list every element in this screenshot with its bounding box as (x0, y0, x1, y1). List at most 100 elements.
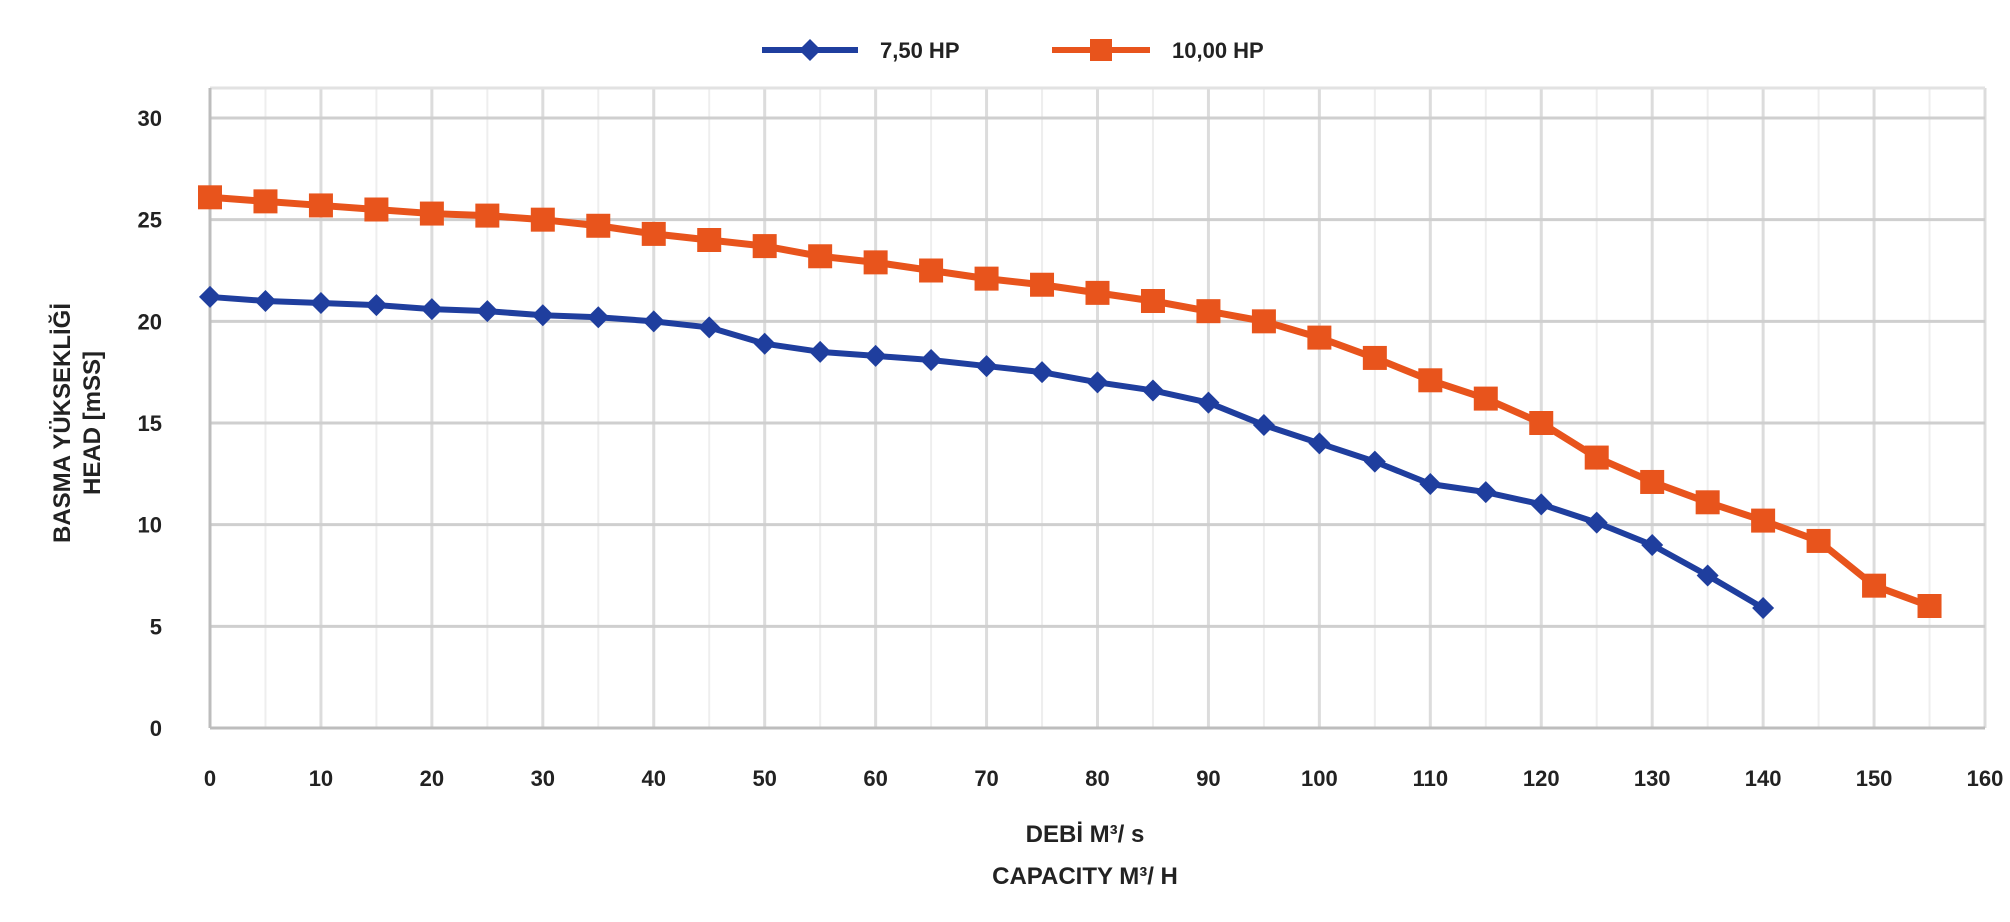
data-point-hp-7-50 (864, 344, 887, 367)
data-point-hp-7-50 (531, 304, 554, 327)
data-point-hp-7-50 (1141, 379, 1164, 402)
x-tick-label: 50 (752, 766, 776, 791)
x-axis-title-line: DEBİ M³/ s (1026, 821, 1145, 848)
data-point-hp-7-50 (1474, 481, 1497, 504)
data-point-hp-7-50 (587, 306, 610, 329)
data-point-hp-7-50 (1696, 564, 1719, 587)
y-axis-title: BASMA YÜKSEKLİĞİ HEAD [mSS] (48, 303, 106, 543)
data-point-hp-10-00 (1140, 289, 1165, 313)
data-point-hp-7-50 (309, 292, 332, 315)
data-point-hp-10-00 (1529, 411, 1554, 435)
data-point-hp-7-50 (975, 355, 998, 378)
data-point-hp-10-00 (198, 185, 222, 210)
data-point-hp-7-50 (1752, 597, 1775, 620)
data-point-hp-7-50 (1252, 414, 1275, 437)
x-tick-label: 20 (420, 766, 444, 791)
data-point-hp-10-00 (919, 258, 944, 283)
x-tick-label: 80 (1085, 766, 1109, 791)
data-point-hp-10-00 (1085, 280, 1110, 305)
data-point-hp-10-00 (308, 193, 333, 218)
x-tick-label: 110 (1413, 766, 1449, 791)
data-point-hp-10-00 (752, 234, 777, 259)
x-tick-label: 130 (1634, 766, 1671, 791)
data-point-hp-7-50 (476, 300, 499, 323)
data-point-hp-10-00 (1695, 490, 1720, 515)
y-axis-title-line: HEAD [mSS] (79, 351, 106, 495)
data-point-hp-7-50 (1197, 391, 1220, 414)
legend-label: 10,00 HP (1172, 38, 1264, 63)
data-point-hp-7-50 (199, 285, 221, 308)
data-point-hp-10-00 (530, 207, 555, 232)
data-point-hp-10-00 (1251, 309, 1276, 334)
data-point-hp-10-00 (1584, 445, 1609, 470)
x-tick-label: 0 (204, 766, 216, 791)
x-tick-label: 60 (863, 766, 887, 791)
x-tick-label: 100 (1301, 766, 1338, 791)
data-point-hp-10-00 (1473, 386, 1498, 411)
data-point-hp-7-50 (365, 294, 388, 317)
data-point-hp-10-00 (475, 203, 500, 228)
data-point-hp-7-50 (1530, 493, 1553, 516)
x-tick-label: 10 (309, 766, 333, 791)
data-point-hp-10-00 (1640, 469, 1665, 494)
axis-titles: BASMA YÜKSEKLİĞİ HEAD [mSS] DEBİ M³/ s CAPA… (48, 303, 1178, 890)
data-point-hp-7-50 (1031, 361, 1054, 384)
data-point-hp-10-00 (1362, 345, 1387, 370)
data-point-hp-10-00 (1751, 508, 1776, 533)
data-point-hp-7-50 (1585, 511, 1608, 534)
data-point-hp-10-00 (808, 244, 833, 269)
data-point-hp-10-00 (419, 201, 444, 226)
data-point-hp-7-50 (698, 316, 721, 339)
data-point-hp-7-50 (1641, 534, 1664, 556)
axis-layer: 0 5 10 15 20 25 30 0 10 20 30 40 50 60 70 80 90 100 110 120… (138, 88, 2004, 791)
legend: 7,50 HP 10,00 HP (762, 38, 1264, 63)
x-tick-label: 90 (1196, 766, 1220, 791)
data-point-hp-10-00 (1862, 573, 1887, 598)
data-point-hp-10-00 (1418, 368, 1443, 393)
legend-marker-square (1090, 39, 1112, 61)
data-point-hp-7-50 (1363, 450, 1386, 473)
x-tick-label: 70 (974, 766, 998, 791)
legend-label: 7,50 HP (880, 38, 960, 63)
x-axis-title-line: CAPACITY M³/ H (992, 863, 1178, 890)
data-point-hp-7-50 (420, 298, 443, 321)
data-point-hp-10-00 (253, 189, 278, 214)
y-tick-label: 25 (138, 208, 162, 233)
data-point-hp-10-00 (1030, 272, 1055, 297)
data-point-hp-7-50 (753, 332, 776, 355)
x-tick-label: 40 (642, 766, 666, 791)
data-point-hp-10-00 (1307, 325, 1332, 350)
data-point-hp-10-00 (697, 228, 722, 252)
legend-marker-diamond (799, 39, 821, 61)
x-tick-label: 30 (531, 766, 555, 791)
y-axis-title-line: BASMA YÜKSEKLİĞİ (48, 303, 76, 543)
data-point-hp-10-00 (586, 213, 611, 238)
data-point-hp-10-00 (1917, 594, 1942, 618)
data-point-hp-10-00 (364, 197, 389, 222)
y-tick-label: 30 (138, 106, 162, 131)
y-tick-label: 15 (138, 411, 162, 436)
x-tick-label: 150 (1856, 766, 1893, 791)
data-point-hp-10-00 (974, 266, 999, 291)
y-tick-label: 5 (150, 614, 162, 639)
series-layer (198, 185, 1942, 620)
data-point-hp-7-50 (1308, 432, 1331, 455)
data-point-hp-7-50 (809, 340, 832, 363)
x-tick-label: 140 (1745, 766, 1782, 791)
data-point-hp-7-50 (920, 348, 943, 371)
data-point-hp-10-00 (641, 221, 666, 246)
data-point-hp-7-50 (1419, 473, 1442, 495)
y-tick-label: 10 (138, 513, 162, 538)
data-point-hp-10-00 (863, 250, 888, 275)
x-tick-label: 120 (1523, 766, 1560, 791)
data-point-hp-7-50 (254, 290, 277, 312)
data-point-hp-7-50 (642, 310, 665, 333)
data-point-hp-10-00 (1196, 299, 1221, 324)
x-tick-label: 160 (1967, 766, 2004, 791)
y-tick-label: 0 (150, 716, 162, 741)
data-point-hp-10-00 (1806, 528, 1831, 553)
y-tick-label: 20 (138, 309, 162, 334)
